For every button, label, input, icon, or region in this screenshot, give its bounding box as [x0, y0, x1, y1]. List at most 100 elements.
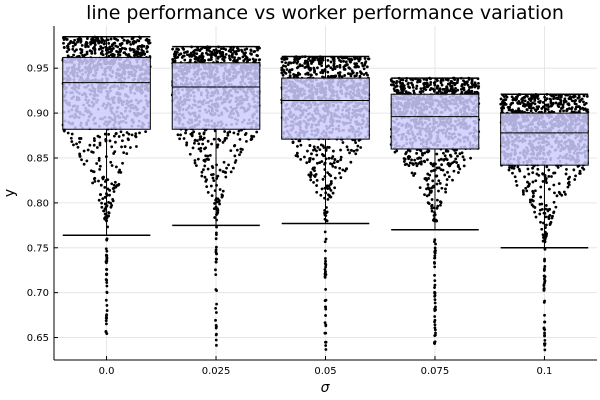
data-point: [525, 189, 529, 193]
data-point: [458, 152, 462, 156]
data-point: [231, 52, 234, 56]
data-point: [473, 90, 477, 94]
data-point: [135, 145, 138, 148]
data-point: [354, 152, 358, 156]
data-point: [340, 75, 344, 79]
data-point: [469, 85, 472, 89]
data-point: [120, 145, 123, 149]
chart-title: line performance vs worker performance v…: [86, 2, 564, 24]
data-point: [214, 237, 218, 241]
data-point: [445, 178, 449, 181]
data-point: [210, 164, 214, 168]
data-point: [358, 74, 362, 78]
data-point: [91, 151, 95, 154]
data-point: [402, 157, 406, 160]
data-point: [347, 66, 351, 70]
data-point: [321, 154, 325, 157]
data-point: [235, 148, 239, 152]
data-point: [416, 157, 419, 160]
data-point: [99, 46, 103, 50]
data-point: [112, 42, 116, 45]
data-point: [326, 145, 329, 149]
data-point: [252, 50, 256, 54]
data-point: [438, 200, 442, 204]
data-point: [419, 87, 423, 90]
data-point: [432, 169, 436, 172]
data-point: [119, 50, 122, 53]
data-point: [311, 157, 315, 161]
data-point: [394, 85, 398, 88]
data-point: [114, 140, 117, 144]
data-point: [238, 137, 242, 141]
data-point: [426, 201, 430, 205]
data-point: [98, 167, 102, 171]
data-point: [531, 180, 535, 184]
data-point: [244, 132, 248, 135]
data-point: [104, 247, 108, 251]
data-point: [545, 181, 548, 185]
data-point: [195, 164, 198, 167]
data-point: [282, 58, 286, 61]
data-point: [126, 137, 130, 141]
data-point: [76, 40, 79, 44]
data-point: [395, 149, 399, 153]
data-point: [345, 63, 349, 67]
data-point: [194, 48, 198, 52]
data-point: [118, 42, 122, 46]
data-point: [460, 151, 464, 155]
data-point: [424, 88, 428, 92]
data-point: [312, 148, 315, 152]
data-point: [323, 267, 327, 271]
data-point: [107, 211, 111, 214]
data-point: [422, 159, 426, 163]
data-point: [543, 257, 546, 261]
data-point: [99, 193, 102, 197]
data-point: [224, 52, 228, 56]
data-point: [324, 348, 328, 351]
data-point: [216, 56, 220, 60]
data-point: [301, 64, 304, 68]
data-point: [222, 160, 226, 164]
data-point: [145, 50, 149, 54]
data-point: [255, 130, 259, 134]
data-point: [176, 55, 180, 59]
data-point: [82, 162, 86, 166]
data-point: [221, 141, 225, 144]
data-point: [324, 237, 328, 241]
data-point: [136, 47, 140, 50]
data-point: [123, 145, 127, 148]
data-point: [134, 132, 138, 136]
data-point: [119, 170, 123, 174]
data-point: [433, 240, 436, 244]
data-point: [423, 82, 427, 86]
data-point: [521, 190, 525, 194]
data-point: [319, 71, 323, 74]
data-point: [144, 130, 148, 134]
data-point: [66, 44, 69, 48]
data-point: [426, 150, 430, 154]
data-point: [91, 40, 94, 44]
data-point: [436, 204, 440, 208]
data-point: [423, 151, 427, 155]
data-point: [329, 74, 333, 78]
data-point: [93, 139, 96, 143]
data-point: [226, 133, 230, 137]
data-point: [105, 284, 109, 288]
data-point: [92, 143, 96, 147]
data-point: [114, 37, 118, 41]
data-point: [433, 298, 437, 302]
data-point: [114, 165, 118, 169]
data-point: [541, 233, 545, 237]
data-point: [215, 332, 218, 336]
data-point: [410, 81, 413, 85]
data-point: [118, 47, 122, 51]
data-point: [91, 181, 94, 185]
data-point: [202, 131, 206, 135]
data-point: [210, 173, 213, 177]
data-point: [557, 182, 561, 185]
data-point: [231, 48, 235, 52]
data-point: [326, 198, 330, 201]
data-point: [418, 79, 422, 82]
data-point: [214, 311, 218, 314]
data-point: [234, 159, 238, 162]
